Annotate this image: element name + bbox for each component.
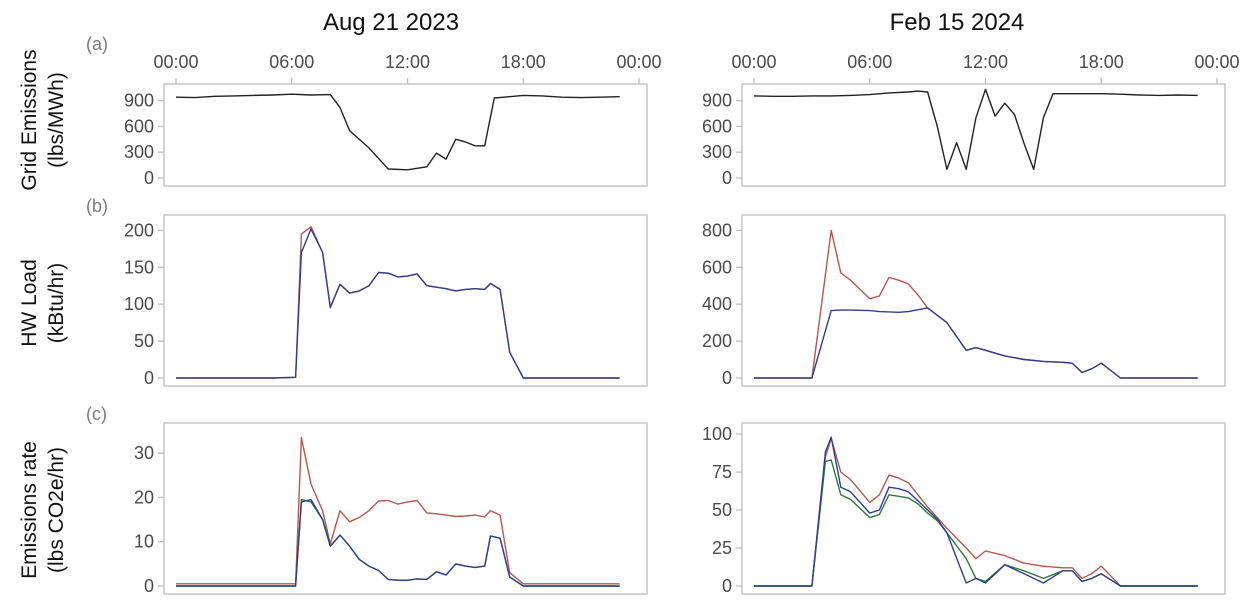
plot-frame [163,422,648,595]
y-tick-label: 30 [134,443,154,463]
panel-label-a: (a) [86,34,108,54]
ylabel-line-1: HW Load [18,259,41,347]
series-line-green [176,498,620,587]
y-tick-label: 600 [702,257,732,277]
x-tick-label: 00:00 [1194,52,1239,72]
plot-frame [741,83,1226,187]
y-tick-label: 0 [144,576,154,596]
y-tick-label: 200 [702,331,732,351]
ylabel-line-2: (lbs/MWh) [45,72,68,168]
y-tick-label: 0 [722,168,732,188]
ylabel-emissions-rate: Emissions rate (lbs CO2e/hr) [18,441,68,579]
plot-frame [163,214,648,387]
series-line-blue [754,436,1198,587]
y-tick-label: 200 [124,220,154,240]
ylabel-grid-emissions: Grid Emissions (lbs/MWh) [18,49,68,190]
y-tick-label: 400 [702,294,732,314]
ylabel-line-2: (kBtu/hr) [45,263,68,344]
x-tick-label: 00:00 [731,52,776,72]
series-line-red [176,436,620,585]
x-tick-label: 18:00 [501,52,546,72]
panel-label-b: (b) [86,196,108,216]
series-line-red [754,229,1198,379]
x-tick-label: 12:00 [963,52,1008,72]
y-tick-label: 75 [712,462,732,482]
y-tick-label: 10 [134,532,154,552]
series-line-blue [754,307,1198,379]
ylabel-line-1: Grid Emissions [18,49,41,190]
y-tick-label: 50 [712,500,732,520]
series-line-blue [176,498,620,587]
y-tick-label: 25 [712,538,732,558]
series-line-blue [176,228,620,379]
x-tick-label: 12:00 [385,52,430,72]
y-tick-label: 300 [702,142,732,162]
panel-emissions-rate-aug: 0 10 20 30 [134,422,648,596]
y-tick-label: 0 [722,368,732,388]
series-line-red [176,225,620,379]
y-tick-label: 0 [144,168,154,188]
y-tick-label: 900 [702,91,732,111]
y-tick-label: 300 [124,142,154,162]
panel-hw-load-feb: 0 200 400 600 800 [702,214,1226,388]
series-line-red [754,437,1198,587]
series-line-single [175,93,620,171]
ylabel-line-1: Emissions rate [18,441,41,579]
x-tick-label: 00:00 [153,52,198,72]
x-tick-label: 06:00 [269,52,314,72]
y-tick-label: 0 [722,576,732,596]
ylabel-line-2: (lbs CO2e/hr) [45,447,68,573]
y-tick-label: 100 [124,294,154,314]
panel-grid-emissions-aug: 0 300 600 900 00:00 06:00 12:00 18:00 00:00 [124,52,662,188]
y-tick-label: 150 [124,257,154,277]
y-tick-label: 50 [134,331,154,351]
series-line-green [754,459,1198,587]
panel-grid-emissions-feb: 0 300 600 900 00:00 06:00 12:00 18:00 00:00 [702,52,1240,188]
y-tick-label: 20 [134,487,154,507]
x-tick-label: 18:00 [1079,52,1124,72]
y-tick-label: 0 [144,368,154,388]
plot-frame [741,214,1226,387]
plot-frame [741,422,1226,595]
y-tick-label: 100 [702,424,732,444]
x-tick-label: 00:00 [616,52,661,72]
panel-hw-load-aug: 0 50 100 150 200 [124,214,648,388]
panel-emissions-rate-feb: 0 25 50 75 100 [702,422,1226,596]
y-tick-label: 600 [124,116,154,136]
y-tick-label: 800 [702,220,732,240]
y-tick-label: 900 [124,91,154,111]
chart-title-feb: Feb 15 2024 [890,9,1025,36]
plot-frame [163,83,648,187]
y-tick-label: 600 [702,116,732,136]
chart-title-aug: Aug 21 2023 [323,9,459,36]
x-tick-label: 06:00 [847,52,892,72]
ylabel-hw-load: HW Load (kBtu/hr) [18,259,68,347]
series-line-single [753,88,1198,171]
panel-label-c: (c) [86,404,107,424]
